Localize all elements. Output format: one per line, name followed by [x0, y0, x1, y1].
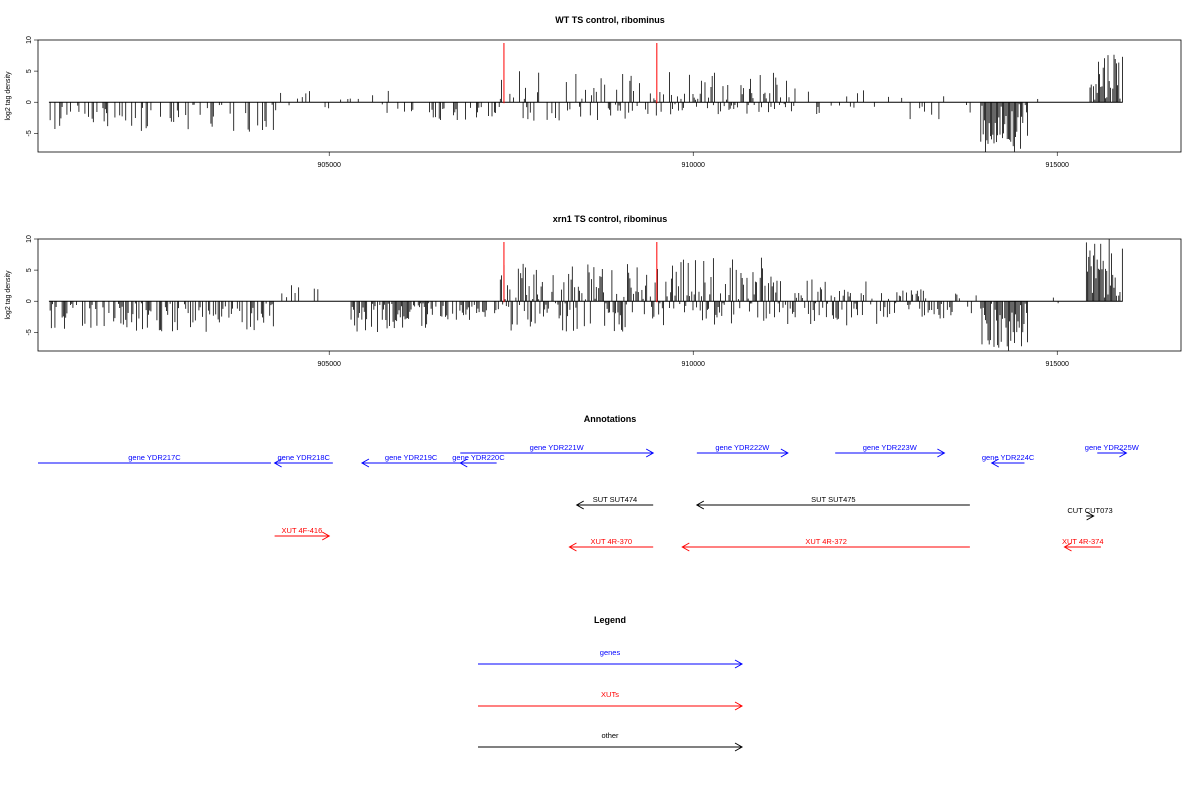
- feature-label: XUT 4F-416: [282, 526, 323, 535]
- feature-arrowhead: [1063, 542, 1072, 552]
- plot-frame: [37, 238, 1182, 352]
- y-tick-label: 0: [26, 299, 33, 303]
- legend-arrowhead: [734, 742, 744, 752]
- x-tick-label: 915000: [1046, 361, 1069, 368]
- feature-label: gene YDR219C: [385, 453, 438, 462]
- x-tick-label: 910000: [682, 162, 705, 169]
- panel-title: WT TS control, ribominus: [555, 15, 665, 25]
- feature-label: gene YDR218C: [278, 453, 331, 462]
- feature-label: gene YDR220C: [452, 453, 505, 462]
- feature-arrowhead: [360, 458, 370, 468]
- plot-frame: [37, 39, 1182, 153]
- feature-arrowhead: [273, 458, 282, 468]
- feature-arrowhead: [568, 542, 577, 552]
- feature-arrowhead: [937, 448, 946, 458]
- feature-arrowhead: [645, 448, 655, 458]
- y-tick-label: 10: [26, 36, 33, 44]
- annotations-track: Annotations gene YDR217C gene YDR218C gene…: [38, 414, 1140, 552]
- feature-label: gene YDR217C: [128, 453, 181, 462]
- feature-label: gene YDR225W: [1085, 443, 1140, 452]
- wt-coverage-panel: WT TS control, ribominus -5 0 5 10 log2 tag d…: [5, 15, 1182, 169]
- legend-title: Legend: [594, 615, 626, 625]
- x-tick-label: 905000: [318, 162, 341, 169]
- feature-arrowhead: [459, 458, 468, 468]
- y-tick-label: -5: [26, 329, 33, 335]
- y-tick-label: 5: [26, 69, 33, 73]
- feature-arrowhead: [681, 542, 690, 552]
- y-tick-label: 10: [26, 235, 33, 243]
- y-axis-label: log2 tag density: [5, 270, 12, 320]
- feature-label: gene YDR222W: [715, 443, 770, 452]
- feature-label: gene YDR224C: [982, 453, 1035, 462]
- feature-arrowhead: [1119, 448, 1128, 458]
- x-tick-label: 915000: [1046, 162, 1069, 169]
- feature-label: CUT CUT073: [1067, 506, 1112, 515]
- feature-arrowhead: [695, 500, 705, 510]
- feature-label: XUT 4R-372: [805, 537, 847, 546]
- feature-label: gene YDR221W: [530, 443, 585, 452]
- panel-title: xrn1 TS control, ribominus: [553, 214, 668, 224]
- legend: Legend genes XUTs other: [478, 615, 744, 752]
- feature-arrowhead: [575, 500, 584, 510]
- legend-arrowhead: [734, 659, 744, 669]
- x-tick-label: 905000: [318, 361, 341, 368]
- y-axis-label: log2 tag density: [5, 71, 12, 121]
- legend-label: XUTs: [601, 690, 619, 699]
- y-tick-label: -5: [26, 130, 33, 136]
- feature-label: SUT SUT474: [593, 495, 637, 504]
- annotations-title: Annotations: [584, 414, 637, 424]
- feature-arrowhead: [1086, 511, 1095, 521]
- feature-label: SUT SUT475: [811, 495, 855, 504]
- x-tick-label: 910000: [682, 361, 705, 368]
- feature-label: XUT 4R-374: [1062, 537, 1104, 546]
- feature-label: XUT 4R-370: [591, 537, 633, 546]
- y-tick-label: 0: [26, 100, 33, 104]
- feature-label: gene YDR223W: [863, 443, 918, 452]
- legend-arrowhead: [734, 701, 744, 711]
- xrn1-coverage-panel: xrn1 TS control, ribominus -5 0 5 10 log2 tag…: [5, 214, 1182, 368]
- feature-arrowhead: [321, 531, 331, 541]
- feature-arrowhead: [780, 448, 789, 458]
- legend-label: genes: [600, 648, 621, 657]
- y-tick-label: 5: [26, 268, 33, 272]
- legend-label: other: [601, 731, 619, 740]
- feature-arrowhead: [990, 458, 999, 468]
